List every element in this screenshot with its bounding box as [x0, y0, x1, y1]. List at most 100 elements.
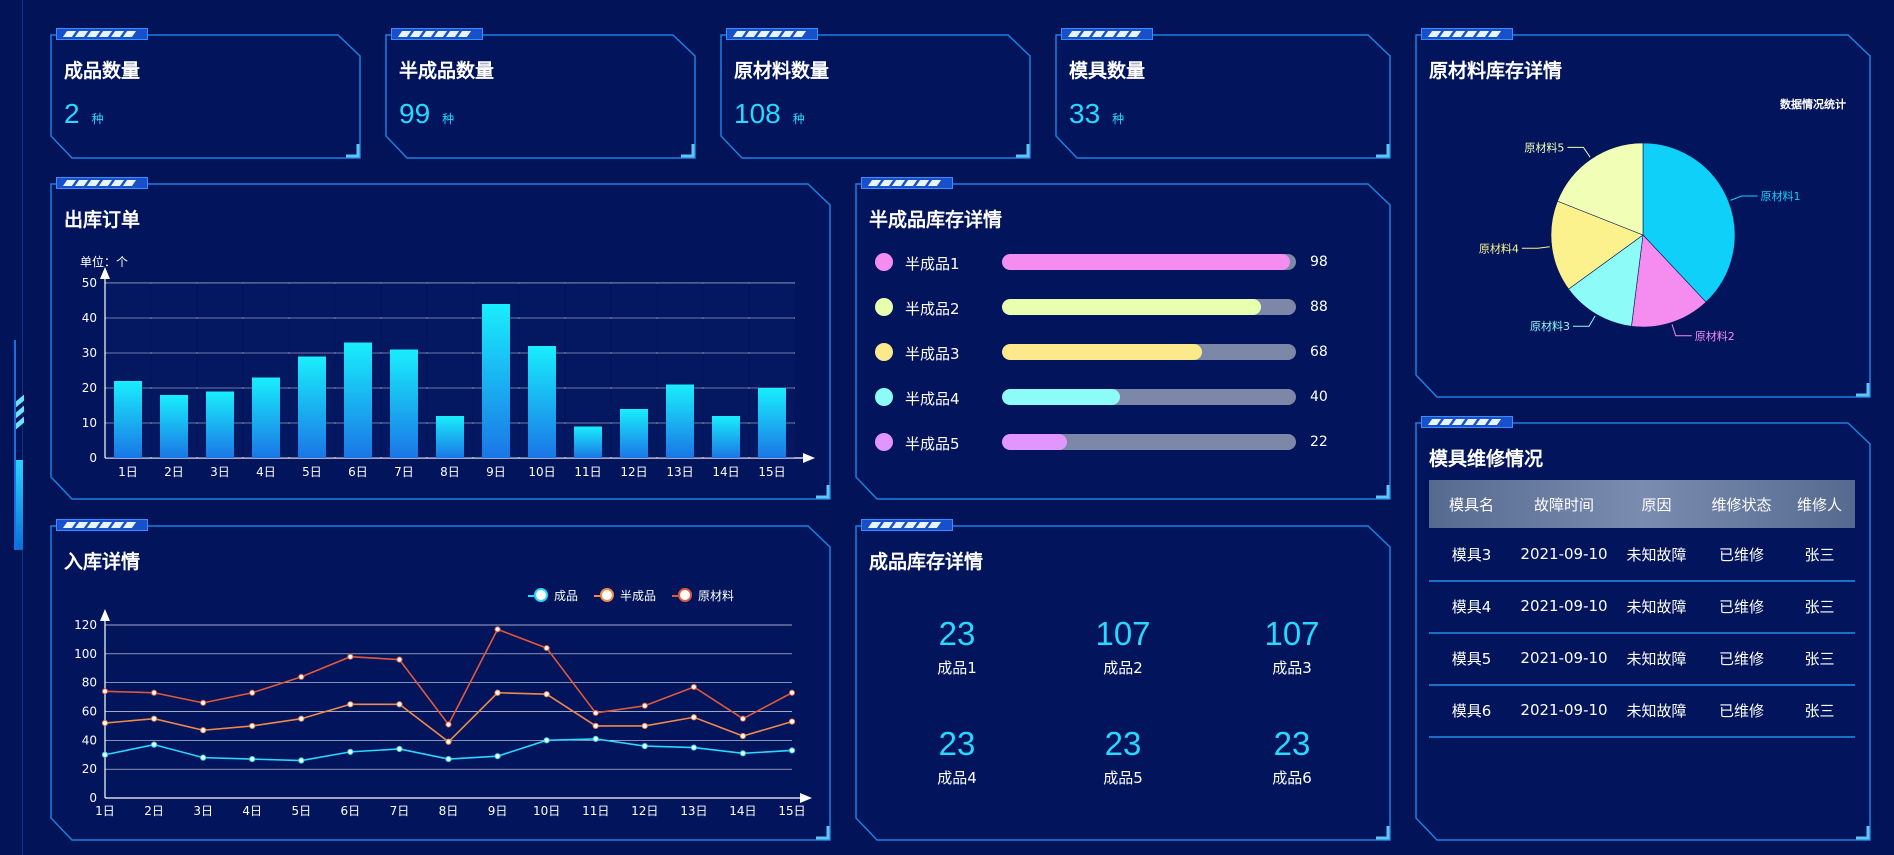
data-point[interactable]: [298, 715, 305, 722]
x-tick-label: 11日: [574, 465, 601, 479]
bar[interactable]: [436, 416, 464, 458]
data-point[interactable]: [298, 673, 305, 680]
bar[interactable]: [206, 391, 234, 459]
data-point[interactable]: [592, 709, 599, 717]
x-tick-label: 15日: [758, 465, 785, 479]
frame-corner: [1856, 826, 1870, 840]
x-tick-label: 1日: [118, 465, 138, 479]
x-tick-label: 9日: [488, 804, 508, 818]
table-row[interactable]: 模具3 2021-09-10 未知故障 已维修 张三: [1429, 528, 1855, 582]
data-point[interactable]: [739, 715, 747, 722]
bar[interactable]: [390, 349, 418, 459]
data-point[interactable]: [543, 737, 550, 744]
outbound-bar-chart: 0 10 20 30 40 50 1日 2日 3日 4日 5日 6日 7日 8日 9日 10日 11日 12日 13…: [82, 267, 815, 479]
data-point[interactable]: [690, 683, 697, 691]
pie-subtitle: 数据情况统计: [1780, 98, 1846, 111]
pie-label-leader: [1567, 146, 1591, 158]
pie-slice[interactable]: [1568, 234, 1644, 327]
data-point[interactable]: [494, 753, 501, 760]
cell: 2021-09-10: [1520, 649, 1608, 667]
data-point[interactable]: [739, 732, 747, 740]
data-point[interactable]: [101, 751, 109, 758]
panel-tab-decoration: [1421, 416, 1513, 428]
data-point[interactable]: [445, 738, 452, 745]
data-point[interactable]: [150, 741, 158, 748]
data-point[interactable]: [150, 689, 158, 696]
column-header[interactable]: 维修人: [1796, 495, 1842, 514]
panel-frame: [855, 525, 1391, 841]
panel-tab-decoration: [56, 28, 148, 40]
pie-slice[interactable]: [1550, 200, 1644, 290]
data-point[interactable]: [788, 747, 796, 754]
data-point[interactable]: [396, 701, 403, 708]
legend-item-finished[interactable]: 成品: [528, 587, 578, 604]
data-point[interactable]: [543, 644, 550, 652]
data-point[interactable]: [200, 699, 207, 706]
data-point[interactable]: [101, 719, 109, 727]
data-point[interactable]: [788, 689, 796, 696]
column-header[interactable]: 原因: [1641, 495, 1672, 514]
outbound-orders-panel: 出库订单 单位：个 0 10 20 30 40 50 1日 2日 3日 4日 5日 6日 7日 8日 9日 1…: [50, 177, 831, 500]
bar[interactable]: [758, 388, 786, 458]
table-row[interactable]: 模具6 2021-09-10 未知故障 已维修 张三: [1429, 684, 1855, 738]
bar[interactable]: [344, 342, 372, 459]
data-point[interactable]: [347, 701, 354, 708]
data-point[interactable]: [396, 745, 403, 753]
data-point[interactable]: [690, 744, 697, 751]
data-point[interactable]: [200, 754, 207, 761]
data-point[interactable]: [739, 750, 747, 757]
stat-label: 成品4: [937, 769, 977, 787]
bar[interactable]: [712, 416, 740, 458]
bar[interactable]: [574, 426, 602, 459]
data-point[interactable]: [150, 715, 158, 722]
data-point[interactable]: [641, 722, 648, 730]
data-point[interactable]: [592, 735, 599, 742]
legend-item-semi[interactable]: 半成品: [594, 587, 656, 604]
data-point[interactable]: [543, 691, 550, 698]
data-point[interactable]: [788, 718, 796, 725]
pie-slice[interactable]: [1631, 234, 1707, 328]
bar[interactable]: [528, 346, 556, 458]
column-header[interactable]: 故障时间: [1533, 495, 1594, 514]
data-point[interactable]: [347, 748, 354, 755]
data-point[interactable]: [641, 743, 648, 750]
data-point[interactable]: [249, 722, 256, 730]
legend-item-raw[interactable]: 原材料: [672, 587, 734, 604]
bar[interactable]: [252, 377, 280, 459]
column-header[interactable]: 模具名: [1448, 495, 1494, 514]
item-value: 68: [1310, 344, 1328, 360]
data-point[interactable]: [641, 702, 648, 709]
x-tick-label: 2日: [164, 465, 184, 479]
data-point[interactable]: [347, 653, 354, 660]
data-point[interactable]: [445, 755, 452, 763]
stat-finished-4: 23 成品4: [882, 725, 1032, 788]
data-point[interactable]: [396, 656, 403, 663]
data-point[interactable]: [494, 626, 501, 633]
data-point[interactable]: [494, 689, 501, 696]
x-tick-label: 13日: [680, 804, 707, 818]
bar[interactable]: [298, 356, 326, 459]
bar[interactable]: [666, 384, 694, 459]
bar[interactable]: [160, 395, 188, 458]
table-row[interactable]: 模具5 2021-09-10 未知故障 已维修 张三: [1429, 632, 1855, 686]
bar[interactable]: [620, 409, 648, 458]
data-point[interactable]: [298, 757, 305, 764]
data-point[interactable]: [592, 722, 599, 730]
data-point[interactable]: [249, 689, 256, 696]
pie-slice[interactable]: [1557, 142, 1644, 236]
bar[interactable]: [482, 304, 510, 458]
data-point[interactable]: [200, 727, 207, 734]
pie-slice[interactable]: [1642, 142, 1736, 303]
data-point[interactable]: [249, 755, 256, 763]
y-tick-label: 20: [82, 381, 97, 395]
table-row[interactable]: 模具4 2021-09-10 未知故障 已维修 张三: [1429, 580, 1855, 634]
data-point[interactable]: [690, 714, 697, 721]
stat-finished-2: 107 成品2: [1048, 615, 1198, 678]
y-tick-label: 0: [89, 791, 97, 805]
bar[interactable]: [114, 381, 142, 458]
frame-corner: [1376, 826, 1390, 840]
data-point[interactable]: [445, 721, 452, 728]
column-header[interactable]: 维修状态: [1711, 495, 1772, 514]
data-point[interactable]: [101, 688, 109, 695]
